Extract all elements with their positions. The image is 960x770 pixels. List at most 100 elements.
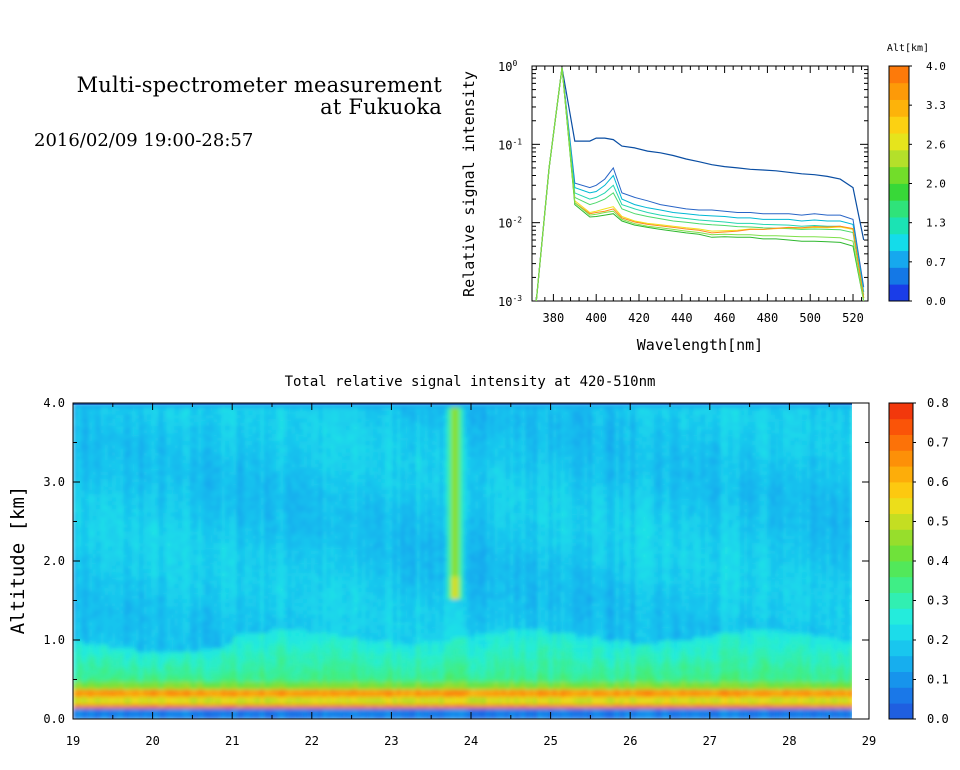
heatmap-cell [116, 565, 121, 569]
heatmap-cell [252, 474, 256, 478]
heatmap-cell [182, 478, 187, 482]
heatmap-cell [260, 678, 265, 682]
heatmap-cell [163, 516, 168, 520]
heatmap-cell [116, 467, 121, 471]
heatmap-cell [159, 625, 164, 629]
heatmap-cell [260, 629, 265, 633]
heatmap-cell [135, 632, 140, 636]
heatmap-cell [96, 644, 101, 648]
heatmap-cell [210, 663, 215, 667]
heatmap-cell [245, 478, 250, 482]
heatmap-cell [276, 663, 281, 667]
heatmap-cell [159, 595, 164, 599]
heatmap-cell [284, 599, 289, 603]
heatmap-cell [132, 452, 137, 456]
heatmap-cell [163, 648, 168, 652]
heatmap-cell [128, 711, 133, 715]
heatmap-cell [174, 640, 179, 644]
heatmap-cell [104, 422, 109, 426]
heatmap-cell [284, 411, 289, 415]
heatmap-cell [276, 610, 281, 614]
heatmap-cell [116, 493, 121, 497]
heatmap-cell [229, 632, 234, 636]
heatmap-cell [217, 523, 222, 527]
heatmap-cell [163, 520, 168, 524]
heatmap-cell [206, 591, 211, 595]
heatmap-cell [190, 448, 195, 452]
heatmap-cell [171, 663, 176, 667]
heatmap-cell [249, 520, 254, 524]
heatmap-cell [291, 617, 296, 621]
heatmap-cell [171, 437, 176, 441]
heatmap-cell [252, 538, 256, 542]
heatmap-cell [132, 704, 137, 708]
heatmap-cell [135, 463, 140, 467]
heatmap-cell [171, 478, 176, 482]
heatmap-cell [198, 444, 203, 448]
heatmap-cell [291, 685, 296, 689]
heatmap-cell [221, 587, 226, 591]
heatmap-cell [151, 678, 156, 682]
heatmap-cell [143, 437, 148, 441]
heatmap-cell [174, 542, 179, 546]
heatmap-cell [190, 674, 195, 678]
heatmap-cell [241, 621, 246, 625]
heatmap-cell [171, 580, 176, 584]
heatmap-cell [202, 546, 207, 550]
heatmap-cell [96, 610, 101, 614]
heatmap-cell [178, 482, 183, 486]
heatmap-cell [288, 486, 293, 490]
heatmap-cell [120, 678, 125, 682]
heatmap-cell [77, 580, 82, 584]
heatmap-cell [112, 610, 117, 614]
heatmap-cell [268, 553, 273, 557]
heatmap-cell [108, 538, 113, 542]
heatmap-cell [124, 610, 128, 614]
heatmap-cell [272, 535, 277, 539]
heatmap-cell [210, 441, 215, 445]
heatmap-cell [147, 467, 152, 471]
heatmap-cell [120, 674, 125, 678]
heatmap-cell [288, 644, 293, 648]
heatmap-cell [213, 523, 218, 527]
heatmap-cell [213, 497, 218, 501]
heatmap-cell [295, 704, 300, 708]
heatmap-cell [104, 531, 109, 535]
heatmap-cell [159, 418, 164, 422]
heatmap-cell [225, 644, 230, 648]
heatmap-cell [249, 678, 254, 682]
heatmap-cell [128, 636, 133, 640]
heatmap-cell [291, 490, 296, 494]
heatmap-cell [252, 482, 256, 486]
heatmap-cell [167, 663, 172, 667]
heatmap-cell [93, 708, 98, 712]
heatmap-cell [225, 448, 230, 452]
heatmap-cell [151, 508, 156, 512]
heatmap-cell [163, 659, 168, 663]
heatmap-cell [112, 505, 117, 509]
heatmap-cell [116, 711, 121, 715]
heatmap-cell [132, 663, 137, 667]
heatmap-cell [85, 636, 90, 640]
heatmap-cell [295, 681, 300, 685]
heatmap-cell [132, 670, 137, 674]
heatmap-cell [171, 569, 176, 573]
heatmap-cell [108, 527, 113, 531]
heatmap-cell [135, 670, 140, 674]
heatmap-cell [120, 700, 125, 704]
heatmap-cell [233, 693, 238, 697]
heatmap-cell [132, 478, 137, 482]
heatmap-cell [135, 693, 140, 697]
heatmap-cell [151, 576, 156, 580]
heatmap-cell [182, 584, 187, 588]
heatmap-cell [93, 587, 98, 591]
heatmap-cell [135, 678, 140, 682]
heatmap-cell [108, 648, 113, 652]
heatmap-cell [147, 625, 152, 629]
heatmap-cell [139, 629, 144, 633]
heatmap-cell [159, 666, 164, 670]
heatmap-cell [213, 689, 218, 693]
heatmap-cell [167, 625, 172, 629]
heatmap-cell [128, 531, 133, 535]
heatmap-cell [272, 553, 277, 557]
